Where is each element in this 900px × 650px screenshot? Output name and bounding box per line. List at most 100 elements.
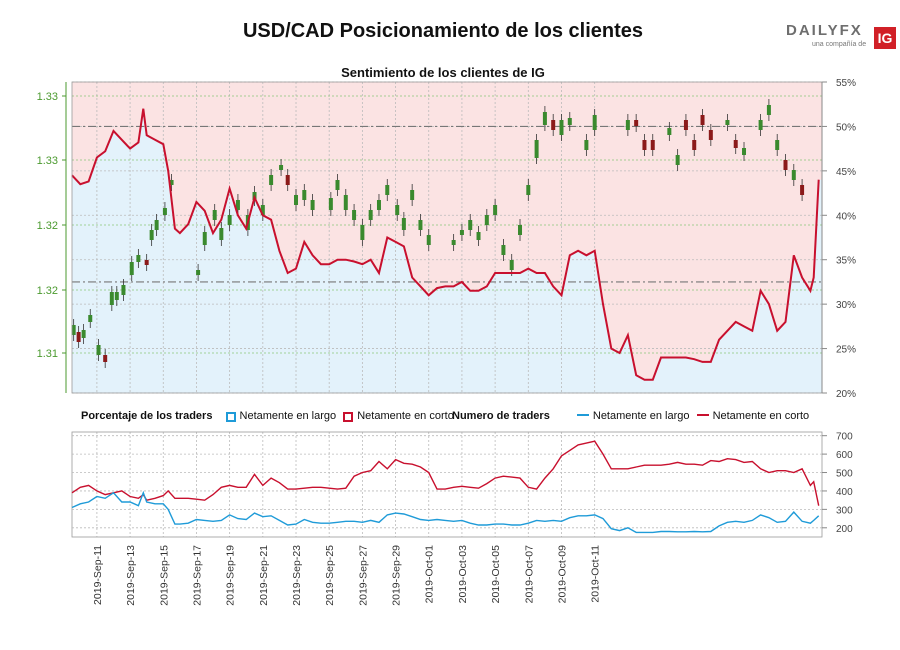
lower-panel-frame (71, 431, 823, 538)
candle-body (279, 165, 284, 170)
candle-body (775, 140, 780, 150)
candle-body (501, 245, 506, 255)
candle-body (335, 180, 340, 190)
candle-body (88, 315, 93, 322)
legend-pct-short: Netamente en corto (357, 410, 454, 422)
num-tick-label: 500 (836, 469, 853, 480)
long-swatch-icon (225, 412, 236, 422)
candle-body (459, 230, 464, 235)
long-line-icon (576, 414, 589, 416)
candle-body (401, 218, 406, 230)
long-area-fill (72, 108, 822, 393)
candle-body (584, 140, 589, 150)
logo-wordmark: DAILYFX (786, 22, 863, 39)
num-tick-label: 300 (836, 505, 853, 516)
chart-subtitle: Sentimiento de los clientes de IG (341, 65, 545, 80)
date-tick-label: 2019-Sep-17 (191, 545, 203, 606)
num-tick-label: 400 (836, 487, 853, 498)
date-tick-label: 2019-Sep-13 (125, 545, 137, 606)
short-swatch-icon (343, 412, 354, 422)
candle-body (302, 190, 307, 200)
candle-body (675, 155, 680, 165)
candle-body (162, 208, 167, 215)
candle-body (121, 285, 126, 295)
candle-body (136, 255, 141, 262)
candle-body (509, 260, 514, 270)
candle-body (542, 112, 547, 125)
date-tick-label: 2019-Oct-09 (556, 545, 568, 604)
candle-body (260, 205, 265, 215)
date-tick-label: 2019-Sep-21 (258, 545, 270, 606)
candle-body (96, 345, 101, 355)
candle-body (551, 120, 556, 130)
date-tick-label: 2019-Oct-03 (457, 545, 469, 604)
candle-body (410, 190, 415, 200)
num-tick-label: 600 (836, 450, 853, 461)
candle-body (725, 120, 730, 125)
candle-body (567, 118, 572, 125)
candle-body (559, 120, 564, 135)
candle-body (76, 332, 81, 342)
chart-title: USD/CAD Posicionamiento de los clientes (242, 20, 644, 42)
date-tick-label: 2019-Oct-01 (424, 545, 436, 604)
legend-pct-title: Porcentaje de los traders (81, 410, 213, 422)
candle-body (634, 120, 639, 126)
pct-tick-label: 20% (836, 389, 856, 400)
legend-num-title: Numero de traders (452, 410, 550, 422)
pct-tick-label: 30% (836, 300, 856, 311)
date-tick-label: 2019-Oct-05 (490, 545, 502, 604)
pct-tick-label: 40% (836, 211, 856, 222)
legend-num-short: Netamente en corto (712, 410, 810, 422)
candle-body (352, 210, 357, 220)
candle-body (642, 140, 647, 150)
candle-body (376, 200, 381, 210)
price-tick-label: 1.33 (37, 155, 58, 167)
date-tick-label: 2019-Oct-07 (523, 545, 535, 604)
price-tick-label: 1.32 (37, 285, 58, 297)
candle-body (227, 215, 232, 225)
short-line-icon (696, 414, 709, 416)
num-long-line (71, 490, 820, 534)
candle-body (109, 292, 114, 305)
date-tick-label: 2019-Sep-19 (225, 545, 237, 606)
pct-tick-label: 45% (836, 167, 856, 178)
candle-body (418, 220, 423, 230)
net-long-pct-line (71, 108, 820, 381)
candle-body (700, 115, 705, 125)
candle-body (625, 120, 630, 130)
candle-body (493, 205, 498, 215)
candle-body (154, 220, 159, 230)
candle-body (219, 228, 224, 240)
candle-body (196, 270, 201, 275)
candle-body (526, 185, 531, 195)
candle-body (468, 220, 473, 230)
date-tick-label: 2019-Sep-23 (291, 545, 303, 606)
candle-body (71, 325, 76, 335)
ig-badge: IG (874, 27, 896, 49)
candle-body (294, 195, 299, 205)
num-tick-label: 700 (836, 432, 853, 443)
candle-body (650, 140, 655, 150)
candle-body (534, 140, 539, 158)
dailyfx-logo: DAILYFX una compañía de IG (786, 22, 898, 52)
legend-num-long: Netamente en largo (592, 410, 690, 422)
candle-body (395, 205, 400, 215)
pct-tick-label: 50% (836, 122, 856, 133)
candle-body (310, 200, 315, 210)
candle-body (758, 120, 763, 130)
date-tick-label: 2019-Sep-25 (324, 545, 336, 606)
candle-body (129, 262, 134, 275)
price-tick-label: 1.31 (37, 348, 58, 360)
price-tick-label: 1.33 (37, 91, 58, 103)
price-tick-label: 1.32 (37, 220, 58, 232)
candle-body (791, 170, 796, 180)
candle-body (451, 240, 456, 245)
pct-tick-label: 55% (836, 78, 856, 89)
candle-body (235, 200, 240, 210)
candle-body (285, 175, 290, 185)
candle-body (368, 210, 373, 220)
num-tick-label: 200 (836, 524, 853, 535)
candle-body (149, 230, 154, 240)
candle-body (103, 355, 108, 362)
